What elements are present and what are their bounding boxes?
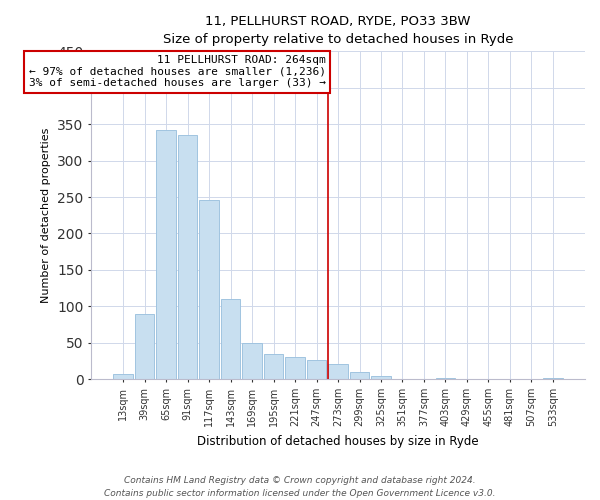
Bar	[328, 364, 347, 379]
X-axis label: Distribution of detached houses by size in Ryde: Distribution of detached houses by size …	[197, 434, 479, 448]
Bar	[242, 342, 262, 379]
Title: 11, PELLHURST ROAD, RYDE, PO33 3BW
Size of property relative to detached houses : 11, PELLHURST ROAD, RYDE, PO33 3BW Size …	[163, 15, 513, 46]
Bar	[350, 372, 369, 379]
Text: 11 PELLHURST ROAD: 264sqm
← 97% of detached houses are smaller (1,236)
3% of sem: 11 PELLHURST ROAD: 264sqm ← 97% of detac…	[29, 55, 326, 88]
Bar	[178, 135, 197, 379]
Bar	[221, 299, 240, 379]
Bar	[113, 374, 133, 379]
Y-axis label: Number of detached properties: Number of detached properties	[41, 128, 52, 303]
Bar	[286, 358, 305, 379]
Bar	[371, 376, 391, 379]
Bar	[307, 360, 326, 379]
Text: Contains HM Land Registry data © Crown copyright and database right 2024.
Contai: Contains HM Land Registry data © Crown c…	[104, 476, 496, 498]
Bar	[157, 130, 176, 379]
Bar	[543, 378, 563, 379]
Bar	[264, 354, 283, 379]
Bar	[436, 378, 455, 379]
Bar	[199, 200, 219, 379]
Bar	[135, 314, 154, 379]
